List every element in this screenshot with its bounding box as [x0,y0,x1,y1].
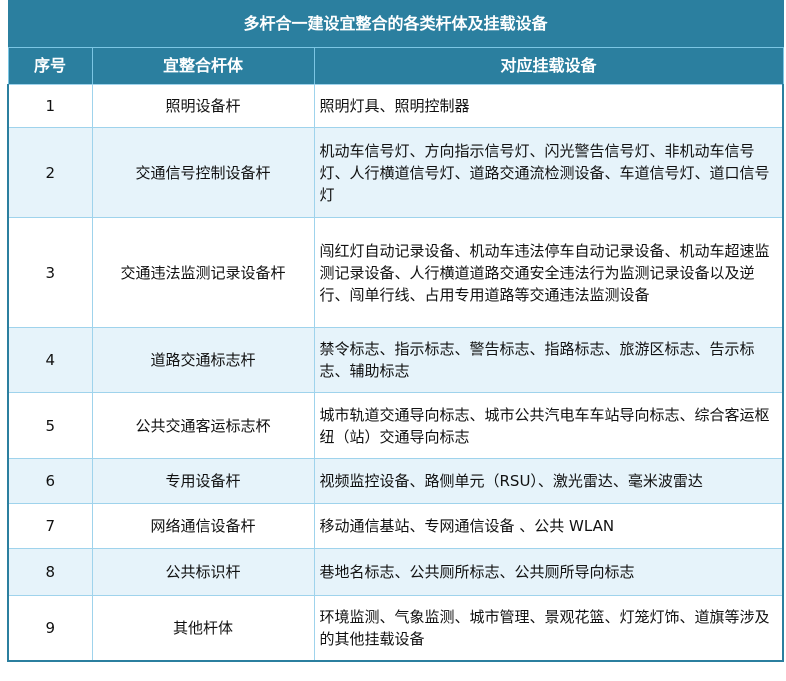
row-number: 3 [7,217,93,328]
mounted-devices: 环境监测、气象监测、城市管理、景观花篮、灯笼灯饰、道旗等涉及的其他挂载设备 [313,595,784,662]
pole-type: 公共标识杆 [91,548,315,596]
row-number: 7 [7,503,93,549]
mounted-devices: 巷地名标志、公共厕所标志、公共厕所导向标志 [313,548,784,596]
row-number: 5 [7,392,93,459]
row-number: 9 [7,595,93,662]
header-no: 序号 [7,47,93,85]
mounted-devices: 视频监控设备、路侧单元（RSU）、激光雷达、毫米波雷达 [313,458,784,504]
table-row: 3 交通违法监测记录设备杆 闯红灯自动记录设备、机动车违法停车自动记录设备、机动车超… [7,217,784,328]
row-number: 6 [7,458,93,504]
table-row: 9 其他杆体 环境监测、气象监测、城市管理、景观花篮、灯笼灯饰、道旗等涉及的其他挂载… [7,595,784,662]
pole-type: 网络通信设备杆 [91,503,315,549]
table-row: 2 交通信号控制设备杆 机动车信号灯、方向指示信号灯、闪光警告信号灯、非机动车信号灯… [7,127,784,218]
pole-type: 专用设备杆 [91,458,315,504]
mounted-devices: 闯红灯自动记录设备、机动车违法停车自动记录设备、机动车超速监测记录设备、人行横道… [313,217,784,328]
pole-type: 交通违法监测记录设备杆 [91,217,315,328]
table-row: 6 专用设备杆 视频监控设备、路侧单元（RSU）、激光雷达、毫米波雷达 [7,458,784,504]
row-number: 1 [7,84,93,128]
mounted-devices: 禁令标志、指示标志、警告标志、指路标志、旅游区标志、告示标志、辅助标志 [313,327,784,393]
pole-type: 公共交通客运标志杯 [91,392,315,459]
header-devices: 对应挂载设备 [313,47,784,85]
mounted-devices: 照明灯具、照明控制器 [313,84,784,128]
row-number: 8 [7,548,93,596]
poles-table: 多杆合一建设宜整合的各类杆体及挂载设备 序号 宜整合杆体 对应挂载设备 1 照明设… [7,0,784,662]
table-row: 5 公共交通客运标志杯 城市轨道交通导向标志、城市公共汽电车车站导向标志、综合客运枢… [7,392,784,459]
table-row: 7 网络通信设备杆 移动通信基站、专网通信设备 、公共 WLAN [7,503,784,549]
pole-type: 道路交通标志杆 [91,327,315,393]
table-row: 4 道路交通标志杆 禁令标志、指示标志、警告标志、指路标志、旅游区标志、告示标志、辅… [7,327,784,393]
table-row: 8 公共标识杆 巷地名标志、公共厕所标志、公共厕所导向标志 [7,548,784,596]
pole-type: 照明设备杆 [91,84,315,128]
row-number: 4 [7,327,93,393]
header-pole: 宜整合杆体 [91,47,315,85]
mounted-devices: 机动车信号灯、方向指示信号灯、闪光警告信号灯、非机动车信号灯、人行横道信号灯、道… [313,127,784,218]
pole-type: 其他杆体 [91,595,315,662]
mounted-devices: 城市轨道交通导向标志、城市公共汽电车车站导向标志、综合客运枢纽（站）交通导向标志 [313,392,784,459]
mounted-devices: 移动通信基站、专网通信设备 、公共 WLAN [313,503,784,549]
pole-type: 交通信号控制设备杆 [91,127,315,218]
row-number: 2 [7,127,93,218]
table-title: 多杆合一建设宜整合的各类杆体及挂载设备 [7,0,784,48]
table-row: 1 照明设备杆 照明灯具、照明控制器 [7,84,784,128]
